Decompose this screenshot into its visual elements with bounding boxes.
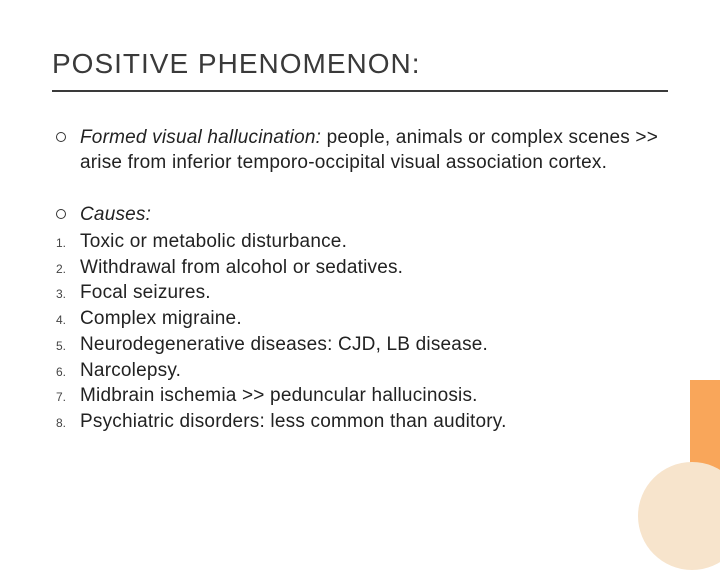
list-item: 8. Psychiatric disorders: less common th… bbox=[56, 410, 668, 435]
list-number: 2. bbox=[56, 256, 80, 276]
list-item: 1. Toxic or metabolic disturbance. bbox=[56, 230, 668, 255]
slide: POSITIVE PHENOMENON: Formed visual hallu… bbox=[0, 0, 720, 540]
list-number: 3. bbox=[56, 281, 80, 301]
circle-bullet-icon bbox=[56, 132, 66, 142]
list-number: 8. bbox=[56, 410, 80, 430]
list-item: 3. Focal seizures. bbox=[56, 281, 668, 306]
list-text: Narcolepsy. bbox=[80, 359, 181, 384]
bullet-item-1: Formed visual hallucination: people, ani… bbox=[56, 126, 668, 175]
bullet-row: Formed visual hallucination: people, ani… bbox=[56, 126, 668, 175]
list-text: Neurodegenerative diseases: CJD, LB dise… bbox=[80, 333, 488, 358]
list-item: 6. Narcolepsy. bbox=[56, 359, 668, 384]
list-text: Complex migraine. bbox=[80, 307, 242, 332]
bullet-text: Causes: bbox=[80, 203, 151, 228]
list-number: 7. bbox=[56, 384, 80, 404]
bullet-lead: Causes: bbox=[80, 204, 151, 225]
list-number: 4. bbox=[56, 307, 80, 327]
beige-circle bbox=[638, 462, 720, 570]
slide-title: POSITIVE PHENOMENON: bbox=[52, 48, 668, 92]
content-area: Formed visual hallucination: people, ani… bbox=[52, 126, 668, 435]
list-text: Psychiatric disorders: less common than … bbox=[80, 410, 507, 435]
list-number: 5. bbox=[56, 333, 80, 353]
list-item: 5. Neurodegenerative diseases: CJD, LB d… bbox=[56, 333, 668, 358]
list-text: Focal seizures. bbox=[80, 281, 211, 306]
list-number: 1. bbox=[56, 230, 80, 250]
bullet-lead: Formed visual hallucination: bbox=[80, 127, 321, 148]
list-item: 4. Complex migraine. bbox=[56, 307, 668, 332]
list-text: Toxic or metabolic disturbance. bbox=[80, 230, 347, 255]
list-number: 6. bbox=[56, 359, 80, 379]
list-text: Midbrain ischemia >> peduncular hallucin… bbox=[80, 384, 478, 409]
bullet-item-2: Causes: bbox=[56, 203, 668, 228]
list-item: 7. Midbrain ischemia >> peduncular hallu… bbox=[56, 384, 668, 409]
bullet-text: Formed visual hallucination: people, ani… bbox=[80, 126, 668, 175]
numbered-list: 1. Toxic or metabolic disturbance. 2. Wi… bbox=[56, 230, 668, 435]
list-item: 2. Withdrawal from alcohol or sedatives. bbox=[56, 256, 668, 281]
list-text: Withdrawal from alcohol or sedatives. bbox=[80, 256, 403, 281]
corner-decoration bbox=[660, 380, 720, 540]
bullet-row: Causes: bbox=[56, 203, 668, 228]
circle-bullet-icon bbox=[56, 209, 66, 219]
